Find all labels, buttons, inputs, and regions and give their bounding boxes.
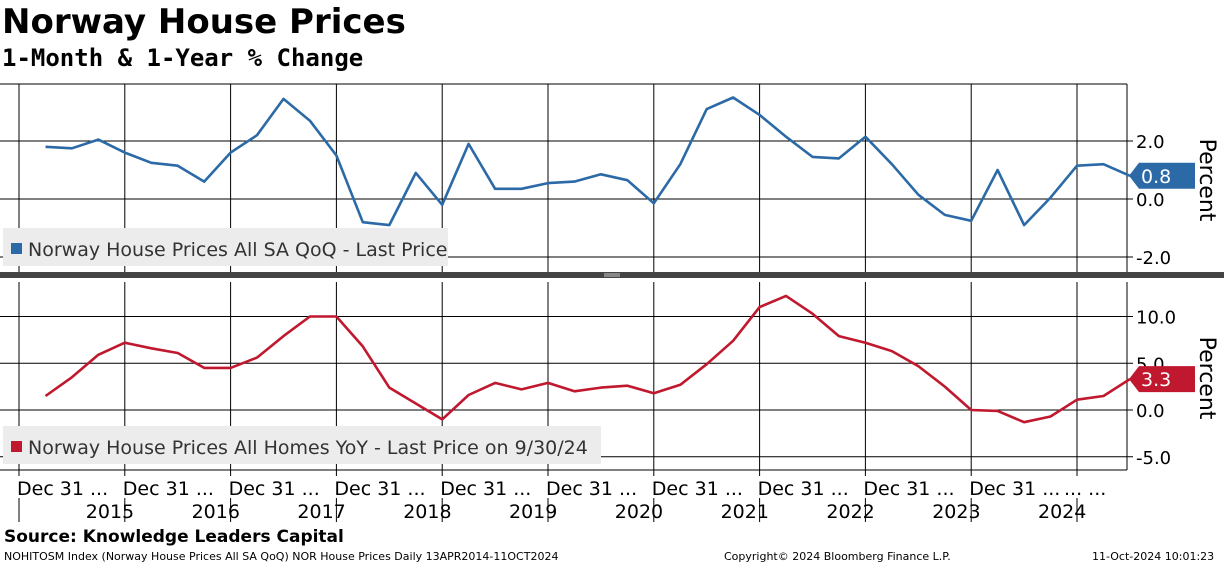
- year-label: 2016: [192, 501, 240, 523]
- chart-subtitle: 1-Month & 1-Year % Change: [2, 44, 364, 72]
- series-line: [44, 294, 1131, 424]
- legend-box: [3, 228, 448, 266]
- x-tick-label: Dec 31 ...: [969, 478, 1060, 500]
- x-tick-label: ... ...: [1064, 478, 1106, 500]
- last-value-label: 0.8: [1141, 166, 1171, 188]
- year-label: 2015: [86, 501, 134, 523]
- x-tick-label: Dec 31 ...: [546, 478, 637, 500]
- separator-handle: [604, 273, 620, 277]
- year-label: 2021: [721, 501, 769, 523]
- last-value-label: 3.3: [1141, 369, 1171, 391]
- y-tick-label: -5.0: [1136, 448, 1171, 469]
- y-tick-label: -2.0: [1136, 248, 1171, 269]
- x-tick-label: Dec 31 ...: [334, 478, 425, 500]
- legend-label: Norway House Prices All SA QoQ - Last Pr…: [28, 239, 447, 261]
- x-tick-label: Dec 31 ...: [123, 478, 214, 500]
- footer-copyright: Copyright© 2024 Bloomberg Finance L.P.: [724, 550, 951, 563]
- x-tick-label: Dec 31 ...: [863, 478, 954, 500]
- year-label: 2023: [932, 501, 980, 523]
- y-tick-label: 2.0: [1136, 132, 1165, 153]
- year-label: 2019: [509, 501, 557, 523]
- year-label: 2022: [826, 501, 874, 523]
- year-label: 2024: [1038, 501, 1086, 523]
- footer-timestamp: 11-Oct-2024 10:01:23: [1092, 550, 1215, 563]
- y-tick-label: 0.0: [1136, 401, 1165, 422]
- legend-box: [3, 426, 601, 464]
- x-tick-label: Dec 31 ...: [652, 478, 743, 500]
- x-tick-label: Dec 31 ...: [440, 478, 531, 500]
- y-tick-label: 10.0: [1136, 308, 1176, 329]
- x-tick-label: Dec 31 ...: [229, 478, 320, 500]
- series-line: [45, 96, 1131, 227]
- last-value-tag: [1129, 162, 1195, 189]
- legend-label: Norway House Prices All Homes YoY - Last…: [28, 437, 588, 459]
- chart-title: Norway House Prices: [2, 2, 406, 42]
- year-label: 2017: [297, 501, 345, 523]
- footer-index-info: NOHITOSM Index (Norway House Prices All …: [4, 550, 559, 563]
- year-label: 2020: [615, 501, 663, 523]
- year-label: 2018: [403, 501, 451, 523]
- source-note: Source: Knowledge Leaders Capital: [4, 527, 344, 547]
- legend-swatch: [11, 243, 22, 254]
- y-tick-label: 0.0: [1136, 190, 1165, 211]
- last-value-tag: [1129, 366, 1195, 393]
- y-axis-title: Percent: [1194, 139, 1219, 222]
- legend-swatch: [11, 441, 22, 452]
- x-tick-label: Dec 31 ...: [758, 478, 849, 500]
- x-tick-label: Dec 31 ...: [17, 478, 108, 500]
- y-axis-title: Percent: [1194, 337, 1219, 420]
